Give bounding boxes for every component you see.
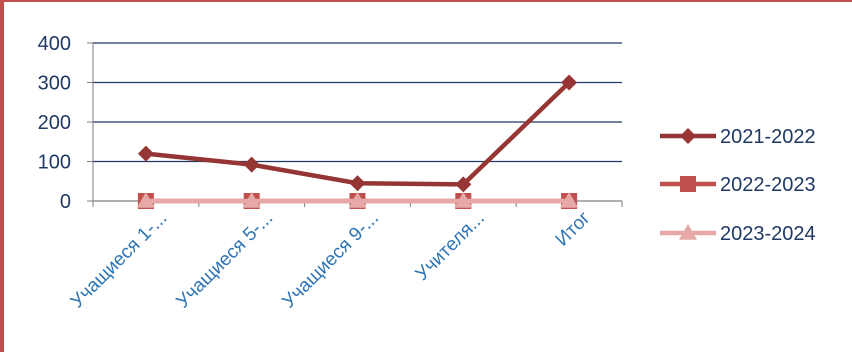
legend-item: 2023-2024: [660, 223, 816, 245]
legend: 2021-2022 2022-2023 2023-2024: [660, 126, 816, 245]
series-2021-2022: [137, 74, 578, 193]
x-tick-label: Учащиеся 1-...: [67, 208, 172, 313]
legend-label: 2022-2023: [720, 174, 816, 196]
data-point: [454, 192, 473, 208]
data-point: [348, 192, 367, 208]
legend-marker: [680, 128, 696, 144]
legend-item: 2021-2022: [660, 126, 816, 148]
data-point: [242, 192, 261, 208]
y-tick-label: 100: [38, 152, 71, 174]
y-axis-ticks: 0 100 200 300 400: [38, 33, 93, 213]
legend-marker: [679, 224, 697, 240]
data-point: [136, 192, 155, 208]
data-point: [137, 145, 154, 162]
x-axis-ticks: Учащиеся 1-... Учащиеся 5-... Учащиеся 9-.…: [67, 201, 623, 313]
gridlines: [93, 42, 622, 163]
x-tick-label: Учащиеся 9-...: [278, 208, 383, 313]
y-tick-label: 200: [38, 112, 71, 134]
x-tick-label: Учителя...: [412, 208, 489, 285]
x-tick-label: Итог: [552, 208, 595, 251]
x-tick-label: Учащиеся 5-...: [172, 208, 277, 313]
data-point: [561, 74, 578, 91]
data-point: [560, 192, 579, 208]
y-tick-label: 400: [38, 33, 71, 55]
y-tick-label: 300: [38, 73, 71, 95]
series-group: [136, 74, 579, 209]
data-point: [243, 156, 260, 173]
legend-marker: [680, 176, 696, 192]
legend-label: 2021-2022: [720, 126, 816, 148]
series-2023-2024: [136, 192, 579, 208]
series-line: [145, 80, 571, 187]
y-tick-label: 0: [60, 191, 71, 213]
data-point: [349, 175, 366, 192]
legend-label: 2023-2024: [720, 223, 816, 245]
data-point: [455, 176, 472, 193]
legend-item: 2022-2023: [660, 174, 816, 196]
